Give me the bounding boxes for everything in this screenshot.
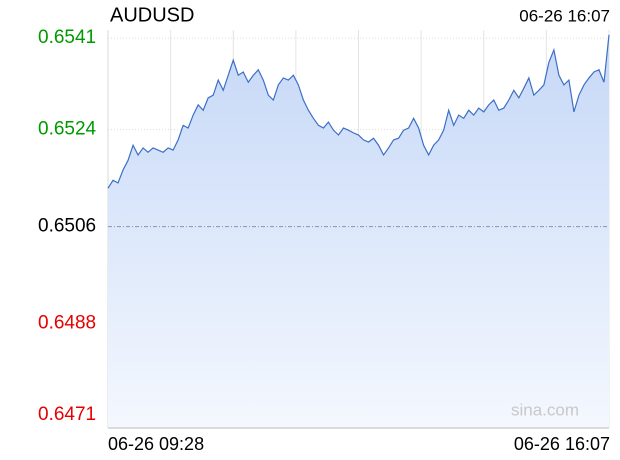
- price-line: [107, 34, 610, 189]
- y-tick-label: 0.6524: [38, 119, 97, 140]
- x-tick-label: 06-26 16:07: [514, 434, 610, 454]
- y-tick-label: 0.6488: [38, 313, 96, 334]
- area: [108, 34, 609, 428]
- x-tick-label: 06-26 09:28: [108, 434, 204, 454]
- y-tick-label: 0.6506: [38, 216, 96, 237]
- y-tick-label: 0.6541: [38, 27, 96, 48]
- chart-title: AUDUSD: [110, 4, 194, 26]
- watermark: sina.com: [511, 400, 579, 419]
- y-tick-label: 0.6471: [38, 404, 96, 425]
- plot: 0.6541 0.6524 0.6506 0.6488 0.6471 sina.com 06…: [38, 27, 610, 454]
- timestamp: 06-26 16:07: [519, 6, 610, 25]
